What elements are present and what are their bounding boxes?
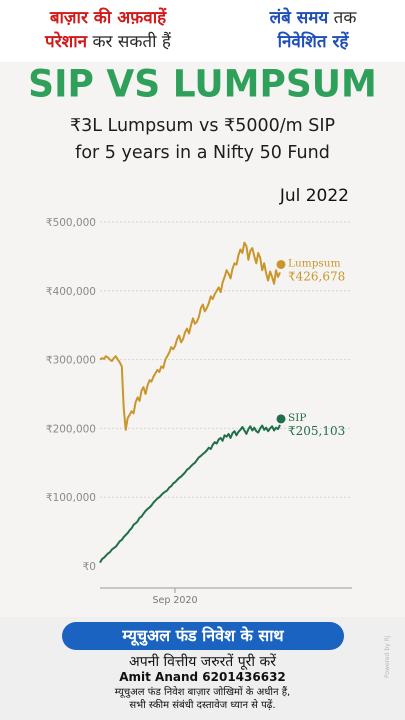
chart-panel	[0, 62, 405, 617]
current-date-label: Jul 2022	[279, 186, 349, 206]
series-name-label: Lumpsum	[288, 257, 341, 269]
series-end-marker	[276, 414, 286, 424]
chart-subtitle: ₹3L Lumpsum vs ₹5000/m SIP for 5 years i…	[0, 113, 405, 167]
series-end-marker	[276, 259, 286, 269]
mutual-fund-banner: म्यूचुअल फंड निवेश के साथ	[62, 622, 344, 650]
stay-invested-rest: तक	[328, 8, 357, 28]
risk-disclaimer: म्यूचुअल फंड निवेश बाज़ार जोखिमों के अधी…	[0, 686, 405, 712]
risk-disclaimer-line1: म्यूचुअल फंड निवेश बाज़ार जोखिमों के अधी…	[114, 687, 291, 698]
subtitle-line2: for 5 years in a Nifty 50 Fund	[75, 143, 330, 163]
series-line-sip	[99, 424, 281, 564]
rumor-warning-line1: बाज़ार की अफ़वाहें	[49, 8, 167, 28]
rumor-warning: बाज़ार की अफ़वाहें परेशान कर सकती हैं	[8, 6, 208, 54]
y-tick-label: ₹200,000	[46, 423, 96, 435]
risk-disclaimer-line2: सभी स्कीम संबंधी दस्तावेज ध्यान से पढ़ें…	[129, 700, 276, 711]
subtitle-line1: ₹3L Lumpsum vs ₹5000/m SIP	[69, 116, 336, 136]
stay-invested-message: लंबे समय तक निवेशित रहें	[228, 6, 398, 54]
rumor-warning-bold: परेशान	[45, 32, 88, 52]
series-name-label: SIP	[288, 412, 306, 424]
line-chart: ₹0 ₹100,000 ₹200,000 ₹300,000 ₹400,000 ₹500,0…	[46, 217, 352, 606]
y-tick-label: ₹300,000	[46, 355, 96, 367]
y-tick-label: ₹0	[83, 561, 96, 573]
top-banner: बाज़ार की अफ़वाहें परेशान कर सकती हैं लं…	[0, 0, 405, 62]
y-tick-label: ₹500,000	[46, 217, 96, 229]
series-line-lumpsum	[99, 241, 281, 431]
advisor-contact: Amit Anand 6201436632	[119, 670, 286, 684]
watermark: Powered by RJ	[384, 635, 391, 678]
y-tick-label: ₹100,000	[46, 492, 96, 504]
x-tick-label: Sep 2020	[152, 595, 197, 606]
stay-invested-line2: निवेशित रहें	[277, 32, 349, 52]
rumor-warning-rest: कर सकती हैं	[87, 32, 171, 52]
stay-invested-bold: लंबे समय	[269, 8, 329, 28]
rumor-warning-line2: परेशान कर सकती हैं	[8, 30, 208, 54]
stay-invested-line1: लंबे समय तक	[228, 6, 398, 30]
series-value-label: ₹426,678	[288, 269, 345, 283]
footer-tagline: अपनी वित्तीय जरुरतें पूरी करें	[129, 654, 276, 670]
y-tick-label: ₹400,000	[46, 286, 96, 298]
chart-title: SIP VS LUMPSUM	[28, 62, 377, 107]
series-value-label: ₹205,103	[288, 424, 345, 438]
